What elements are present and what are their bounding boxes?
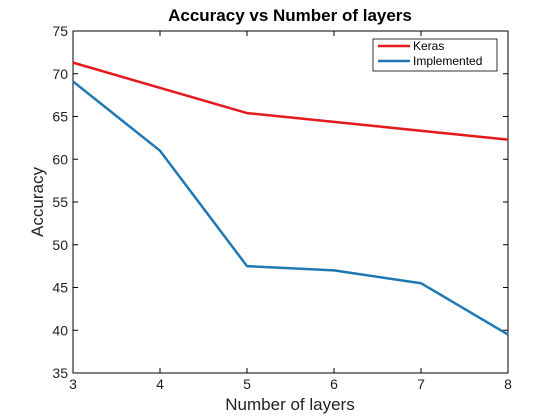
y-tick-label: 70	[52, 66, 68, 82]
y-axis-label: Accuracy	[28, 167, 47, 237]
y-tick-label: 75	[52, 23, 68, 39]
y-tick-label: 55	[52, 194, 68, 210]
series-line-keras	[72, 61, 509, 141]
series-lines	[72, 61, 509, 336]
x-tick-label: 6	[330, 376, 338, 392]
y-tick-label: 45	[52, 280, 68, 296]
x-tick-label: 8	[504, 376, 512, 392]
legend-box	[372, 38, 498, 72]
legend-label-implemented: Implemented	[413, 54, 482, 68]
x-axis-ticks: 3 4 5 6 7 8	[69, 31, 512, 392]
legend-label-keras: Keras	[413, 39, 444, 53]
y-tick-label: 60	[52, 151, 68, 167]
series-line-implemented	[72, 80, 509, 336]
x-tick-label: 5	[243, 376, 251, 392]
x-tick-label: 7	[417, 376, 425, 392]
chart-title: Accuracy vs Number of layers	[168, 6, 412, 25]
x-tick-label: 4	[156, 376, 164, 392]
x-axis-label: Number of layers	[225, 395, 354, 414]
x-tick-label: 3	[69, 376, 77, 392]
y-tick-label: 50	[52, 237, 68, 253]
y-tick-label: 35	[52, 365, 68, 381]
plot-area	[72, 30, 509, 374]
y-tick-label: 65	[52, 109, 68, 125]
y-axis-ticks: 35 40 45 50 55 60 65 70 75	[52, 23, 508, 381]
y-tick-label: 40	[52, 322, 68, 338]
